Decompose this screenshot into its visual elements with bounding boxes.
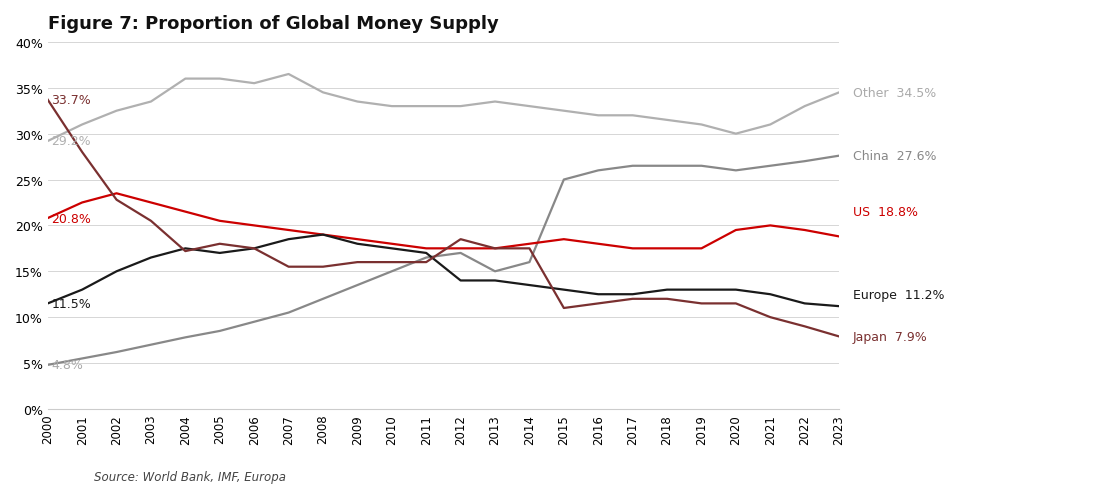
Text: Europe  11.2%: Europe 11.2% xyxy=(853,288,944,301)
Text: 11.5%: 11.5% xyxy=(51,297,91,310)
Text: Other  34.5%: Other 34.5% xyxy=(853,87,936,100)
Text: US  18.8%: US 18.8% xyxy=(853,206,917,219)
Text: China  27.6%: China 27.6% xyxy=(853,150,936,163)
Text: 20.8%: 20.8% xyxy=(51,212,91,225)
Text: 4.8%: 4.8% xyxy=(51,359,83,372)
Text: 33.7%: 33.7% xyxy=(51,94,91,107)
Text: Japan  7.9%: Japan 7.9% xyxy=(853,330,927,343)
Text: Figure 7: Proportion of Global Money Supply: Figure 7: Proportion of Global Money Sup… xyxy=(47,15,499,33)
Text: Source: World Bank, IMF, Europa: Source: World Bank, IMF, Europa xyxy=(94,470,286,483)
Text: 29.2%: 29.2% xyxy=(51,135,91,148)
